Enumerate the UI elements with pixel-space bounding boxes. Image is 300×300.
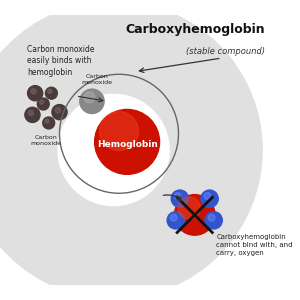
Circle shape: [178, 197, 200, 219]
Circle shape: [45, 87, 57, 99]
Text: Carbon
monoxide: Carbon monoxide: [82, 74, 113, 85]
Text: (stable compound): (stable compound): [186, 47, 265, 56]
Circle shape: [204, 193, 211, 200]
Circle shape: [174, 195, 215, 235]
Circle shape: [43, 117, 55, 129]
Circle shape: [95, 110, 160, 174]
Text: Carboxyhemoglobin: Carboxyhemoglobin: [125, 23, 265, 36]
Circle shape: [25, 107, 40, 122]
Circle shape: [171, 190, 188, 207]
Circle shape: [100, 112, 139, 151]
Text: Carboxyhemoglobin
cannot bind with, and
carry, oxygen: Carboxyhemoglobin cannot bind with, and …: [216, 234, 293, 256]
Circle shape: [45, 119, 49, 123]
Circle shape: [84, 92, 95, 103]
Text: Carbon
monoxide: Carbon monoxide: [31, 135, 62, 146]
Circle shape: [201, 190, 218, 207]
Text: Hemoglobin: Hemoglobin: [97, 140, 158, 149]
Circle shape: [80, 89, 104, 113]
Circle shape: [208, 214, 215, 221]
Circle shape: [55, 108, 61, 113]
Circle shape: [170, 214, 177, 221]
Circle shape: [174, 193, 181, 200]
Circle shape: [167, 212, 184, 229]
Circle shape: [28, 85, 43, 101]
Circle shape: [40, 100, 44, 104]
Circle shape: [31, 89, 36, 94]
Circle shape: [48, 89, 52, 93]
Circle shape: [205, 212, 222, 229]
Text: Carbon monoxide
easily binds with
hemoglobin: Carbon monoxide easily binds with hemogl…: [27, 44, 94, 77]
Circle shape: [28, 110, 34, 116]
Circle shape: [52, 105, 67, 120]
Circle shape: [37, 98, 49, 110]
